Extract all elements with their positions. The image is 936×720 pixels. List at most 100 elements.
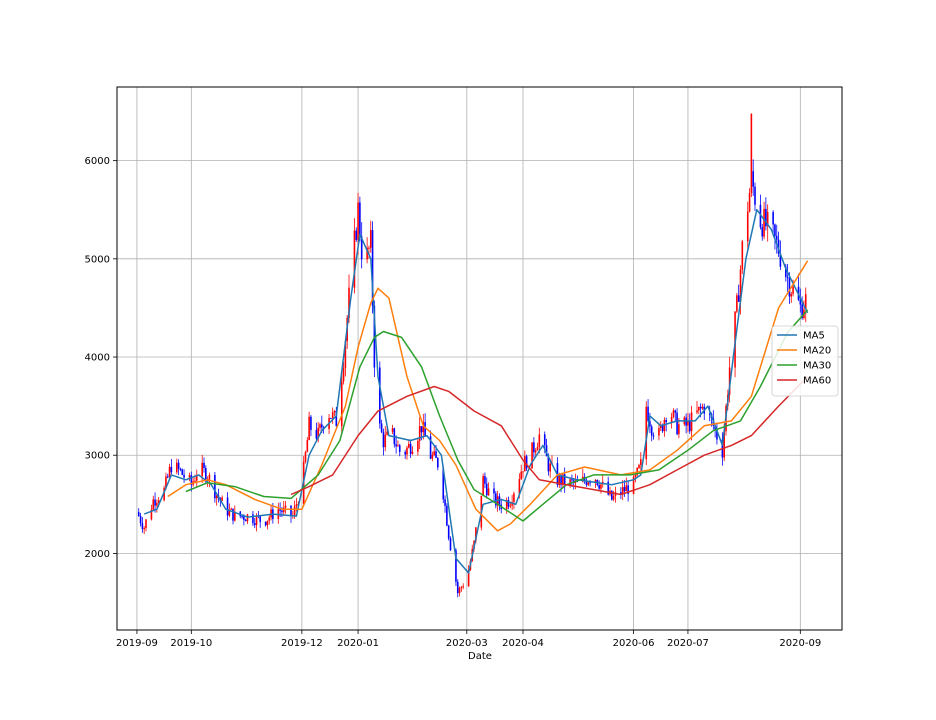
candle-body: [306, 439, 309, 453]
x-tick-label: 2020-04: [502, 638, 544, 649]
candle: [308, 411, 310, 441]
candle-body: [766, 212, 769, 227]
candle-body: [524, 456, 526, 472]
candle: [183, 469, 185, 483]
candle-body: [355, 230, 358, 240]
candle-body: [420, 426, 423, 433]
candle-body: [563, 474, 566, 486]
candle: [690, 405, 693, 441]
candle: [384, 426, 387, 452]
candle-body: [404, 451, 406, 455]
candle-body: [284, 505, 287, 508]
candle-body: [600, 484, 602, 489]
candle: [688, 413, 691, 434]
candle: [522, 471, 524, 478]
candle: [487, 482, 490, 496]
candle-body: [674, 410, 677, 413]
series-line-ma60: [290, 376, 809, 496]
candle-body: [456, 581, 459, 594]
candle-body: [634, 475, 637, 477]
candle: [284, 501, 287, 514]
candle-body: [475, 527, 477, 541]
candle: [190, 471, 193, 492]
candle: [594, 479, 597, 488]
candle-body: [342, 368, 345, 382]
candle-body: [701, 406, 704, 409]
candle: [513, 491, 515, 510]
candle-body: [335, 410, 338, 427]
candle-body: [708, 413, 711, 415]
candle: [804, 287, 807, 323]
candle: [408, 439, 410, 449]
candle: [333, 409, 336, 417]
candle: [538, 427, 541, 454]
candle: [266, 520, 269, 530]
candle: [640, 452, 642, 472]
candle: [270, 505, 272, 521]
candle: [458, 586, 461, 597]
candle: [627, 480, 629, 502]
x-axis: 2019-09 2019-10 2019-12 2020-01 2020-03 2020-…: [116, 630, 821, 649]
candle: [754, 182, 756, 211]
candle-body: [360, 236, 363, 260]
candle-body: [230, 508, 232, 510]
candle-body: [455, 550, 457, 582]
y-tick-label: 6000: [85, 156, 110, 167]
candle: [188, 472, 191, 482]
candle-body: [801, 304, 803, 319]
candle: [534, 448, 537, 457]
candle-body: [139, 515, 142, 524]
candle-body: [408, 443, 410, 448]
candle: [462, 583, 464, 590]
candle: [156, 499, 158, 513]
candle-body: [188, 475, 191, 478]
y-tick-label: 3000: [85, 451, 110, 462]
candle: [611, 490, 613, 501]
candle-body: [623, 487, 626, 492]
candle-body: [487, 488, 490, 496]
candle-body: [804, 294, 807, 310]
candle-body: [632, 476, 635, 494]
candle: [431, 451, 434, 462]
candle-body: [270, 509, 272, 518]
candle: [467, 565, 470, 587]
candle: [264, 521, 267, 527]
candle: [418, 416, 421, 450]
candle: [625, 477, 628, 492]
candle-body: [221, 497, 223, 501]
candle-body: [547, 456, 550, 472]
candle-body: [647, 406, 649, 421]
candle: [495, 491, 497, 509]
candle-body: [203, 462, 205, 468]
candle-body: [384, 434, 387, 448]
candle-body: [259, 516, 261, 522]
candle-body: [243, 516, 245, 520]
candle-body: [792, 286, 794, 294]
candle-body: [611, 490, 613, 500]
candle-body: [790, 293, 793, 297]
candle: [244, 518, 247, 522]
candle: [485, 477, 488, 499]
candle-body: [785, 266, 787, 277]
candle-body: [569, 479, 571, 486]
candle-body: [317, 427, 319, 439]
candle: [696, 400, 698, 415]
candle-body: [391, 428, 394, 432]
candle-body: [380, 423, 383, 433]
candle: [143, 526, 145, 535]
candle-body: [699, 406, 702, 409]
candle: [195, 469, 198, 488]
candle-body: [165, 476, 167, 488]
candle-body: [137, 512, 140, 516]
candle-body: [179, 468, 182, 470]
candle: [676, 408, 678, 436]
x-tick-label: 2020-09: [779, 638, 821, 649]
x-tick-label: 2019-10: [170, 638, 212, 649]
candle-body: [152, 499, 155, 510]
candle-body: [418, 426, 421, 441]
candle-body: [676, 412, 678, 435]
candle-body: [232, 508, 234, 521]
candle-body: [458, 588, 461, 594]
candle-body: [176, 462, 178, 473]
candle-body: [163, 487, 165, 501]
